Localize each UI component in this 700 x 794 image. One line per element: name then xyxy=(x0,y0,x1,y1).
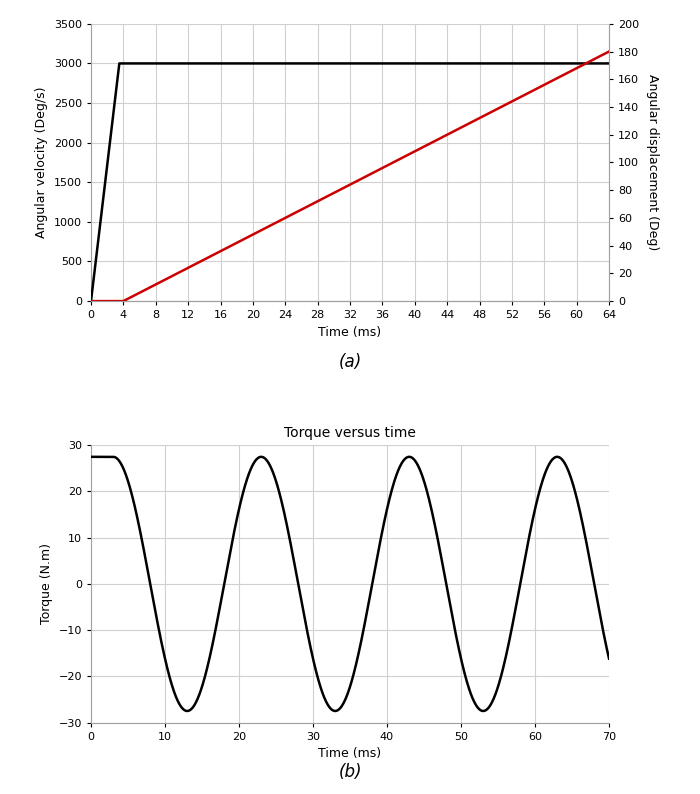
Y-axis label: Angular displacement (Deg): Angular displacement (Deg) xyxy=(645,75,659,251)
Y-axis label: Torque (N.m): Torque (N.m) xyxy=(40,543,53,624)
X-axis label: Time (ms): Time (ms) xyxy=(318,326,382,339)
X-axis label: Time (ms): Time (ms) xyxy=(318,747,382,760)
Text: (a): (a) xyxy=(338,353,362,371)
Title: Torque versus time: Torque versus time xyxy=(284,426,416,440)
Y-axis label: Angular velocity (Deg/s): Angular velocity (Deg/s) xyxy=(35,87,48,238)
Text: (b): (b) xyxy=(338,764,362,781)
